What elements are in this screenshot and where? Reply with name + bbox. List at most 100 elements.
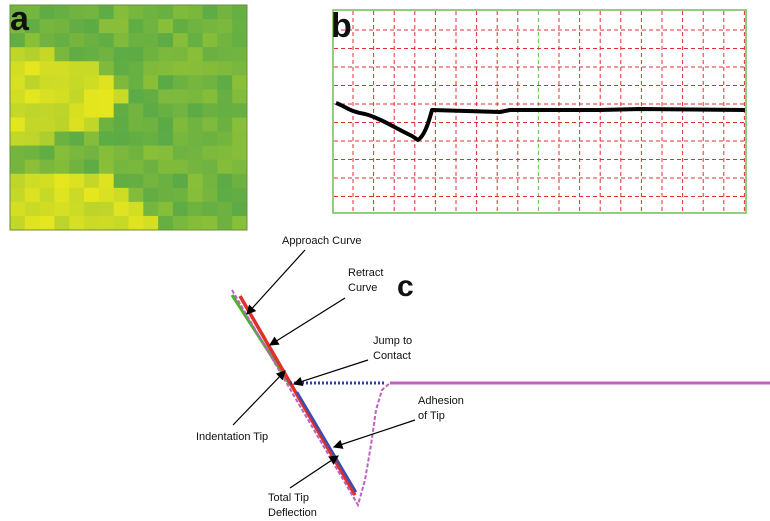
heat-cell [129,5,144,20]
heat-cell [114,202,129,217]
heat-cell [203,61,218,76]
heat-cell [114,118,129,133]
heat-cell [232,202,247,217]
heat-cell [203,174,218,189]
heat-cell [203,103,218,118]
heat-cell [173,75,188,90]
heat-cell [114,5,129,20]
heat-cell [10,103,25,118]
heat-cell [10,132,25,147]
heat-cell [54,47,69,62]
heat-cell [203,33,218,48]
heat-cell [129,75,144,90]
heat-cell [129,61,144,76]
heat-cell [10,188,25,203]
heat-cell [54,103,69,118]
heat-cell [158,19,173,34]
heat-cell [10,146,25,161]
pointer [270,298,345,345]
heat-cell [54,132,69,147]
heat-cell [40,146,55,161]
heat-cell [143,174,158,189]
heat-cell [114,61,129,76]
heat-cell [25,75,40,90]
heat-cell [40,103,55,118]
heat-cell [40,75,55,90]
heat-cell [99,174,114,189]
heat-cell [129,19,144,34]
heat-cell [99,47,114,62]
heat-cell [173,61,188,76]
heat-cell [114,188,129,203]
heat-cell [188,132,203,147]
heat-cell [158,75,173,90]
heat-cell [217,61,232,76]
heat-cell [188,118,203,133]
heat-cell [188,188,203,203]
heat-cell [99,33,114,48]
heat-cell [99,75,114,90]
heat-cell [99,19,114,34]
annotation: Total Tip [268,492,309,504]
heat-cell [158,132,173,147]
heat-cell [143,118,158,133]
heat-cell [99,146,114,161]
heat-cell [54,202,69,217]
heat-cell [188,89,203,104]
heat-cell [84,47,99,62]
heat-cell [173,188,188,203]
heat-cell [69,89,84,104]
heat-cell [129,33,144,48]
heat-cell [54,174,69,189]
heat-cell [158,33,173,48]
heat-cell [203,188,218,203]
heat-cell [84,160,99,175]
heat-cell [25,216,40,231]
heat-cell [217,146,232,161]
heat-cell [40,89,55,104]
heat-cell [203,202,218,217]
heat-cell [173,5,188,20]
heat-cell [203,89,218,104]
annotation: Approach Curve [282,235,362,247]
heat-cell [25,146,40,161]
heat-cell [188,202,203,217]
heat-cell [84,89,99,104]
heat-cell [217,132,232,147]
heat-cell [69,188,84,203]
heat-cell [69,47,84,62]
heat-cell [10,89,25,104]
heat-cell [10,61,25,76]
heat-cell [232,19,247,34]
heat-cell [203,19,218,34]
heat-cell [188,174,203,189]
panel-label: b [331,7,352,45]
heat-cell [173,146,188,161]
heat-cell [143,89,158,104]
heat-cell [40,5,55,20]
heat-cell [129,160,144,175]
heat-cell [143,5,158,20]
heat-cell [217,216,232,231]
heat-cell [158,5,173,20]
heat-cell [158,216,173,231]
heat-cell [232,47,247,62]
heat-cell [25,188,40,203]
heat-cell [217,75,232,90]
heat-cell [143,19,158,34]
heat-cell [54,118,69,133]
heat-cell [54,61,69,76]
heat-cell [54,89,69,104]
heat-cell [203,132,218,147]
heat-cell [158,146,173,161]
heat-cell [54,146,69,161]
heat-cell [40,33,55,48]
heat-cell [188,146,203,161]
heat-cell [143,33,158,48]
panel-label: c [397,270,414,303]
heat-cell [232,174,247,189]
heat-cell [54,160,69,175]
heat-cell [114,216,129,231]
heat-cell [84,75,99,90]
heat-cell [40,61,55,76]
